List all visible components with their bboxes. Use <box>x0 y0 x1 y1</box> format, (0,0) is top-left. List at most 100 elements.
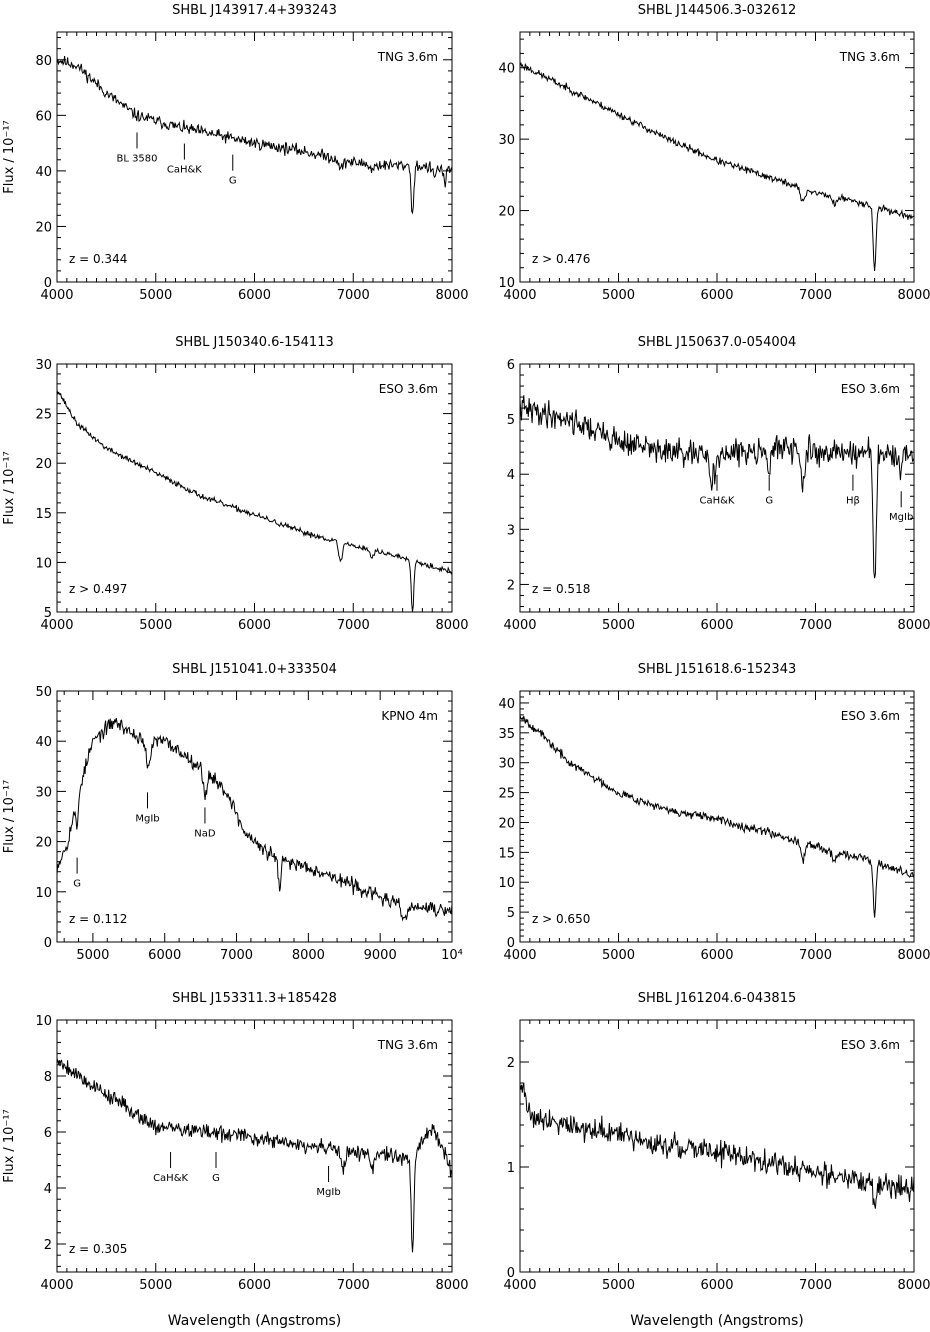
y-tick-label: 0 <box>507 936 515 951</box>
x-tick-label: 8000 <box>292 948 325 963</box>
x-tick-label: 5000 <box>602 618 635 633</box>
y-tick-label: 15 <box>35 507 52 522</box>
telescope-label: ESO 3.6m <box>841 709 900 723</box>
telescope-label: TNG 3.6m <box>377 50 438 64</box>
feature-label: NaD <box>194 828 216 839</box>
y-tick-label: 40 <box>498 62 515 77</box>
y-tick-label: 30 <box>498 133 515 148</box>
spectrum-panel-8: SHBL J161204.6-043815 4000 5000 6000 7000 800… <box>503 991 930 1329</box>
panel-title: SHBL J144506.3-032612 <box>638 3 797 18</box>
spectrum-panel-5: SHBL J151041.0+333504 5000 6000 7000 8000 900… <box>2 662 463 963</box>
x-tick-label: 4000 <box>503 948 536 963</box>
panel-title: SHBL J150637.0-054004 <box>638 335 797 350</box>
y-tick-label: 80 <box>35 54 52 69</box>
y-tick-label: 50 <box>35 685 52 700</box>
y-tick-label: 40 <box>35 165 52 180</box>
x-tick-label: 4000 <box>503 288 536 303</box>
x-tick-label: 5000 <box>76 948 109 963</box>
telescope-label: KPNO 4m <box>381 709 438 723</box>
y-tick-label: 2 <box>507 578 515 593</box>
feature-label: G <box>212 1173 220 1184</box>
spectrum-panel-2: SHBL J144506.3-032612 4000 5000 6000 7000 800… <box>498 3 930 303</box>
redshift-label: z = 0.305 <box>69 1242 127 1256</box>
panel-title: SHBL J151041.0+333504 <box>172 662 337 677</box>
y-tick-label: 10 <box>498 876 515 891</box>
y-tick-label: 10 <box>35 1014 52 1029</box>
feature-label: CaH&K <box>153 1173 188 1184</box>
panel-title: SHBL J161204.6-043815 <box>638 991 797 1006</box>
redshift-label: z > 0.650 <box>532 912 590 926</box>
telescope-label: TNG 3.6m <box>839 50 900 64</box>
feature-label: G <box>765 496 773 507</box>
y-tick-label: 30 <box>35 358 52 373</box>
y-tick-label: 10 <box>35 886 52 901</box>
y-tick-label: 10 <box>35 556 52 571</box>
spectrum-line <box>56 56 453 215</box>
x-tick-label: 6000 <box>700 618 733 633</box>
y-axis-label: Flux / 10⁻¹⁷ <box>2 1109 17 1183</box>
y-tick-label: 5 <box>507 906 515 921</box>
redshift-label: z > 0.497 <box>69 582 127 596</box>
spectrum-line <box>56 718 453 922</box>
x-tick-label: 4000 <box>40 618 73 633</box>
telescope-label: ESO 3.6m <box>841 382 900 396</box>
feature-label: MgIb <box>135 813 159 824</box>
x-tick-label: 6000 <box>238 618 271 633</box>
y-tick-label: 60 <box>35 109 52 124</box>
y-axis-label: Flux / 10⁻¹⁷ <box>2 780 17 854</box>
x-tick-label: 7000 <box>799 618 832 633</box>
panel-title: SHBL J150340.6-154113 <box>175 335 334 350</box>
x-tick-label: 9000 <box>364 948 397 963</box>
x-tick-label: 4000 <box>40 288 73 303</box>
feature-label: CaH&K <box>700 496 735 507</box>
panel-title: SHBL J143917.4+393243 <box>172 3 337 18</box>
y-tick-label: 10 <box>498 276 515 291</box>
x-tick-label: 6000 <box>700 288 733 303</box>
y-tick-label: 30 <box>498 757 515 772</box>
spectrum-line <box>519 715 915 918</box>
x-tick-label: 5000 <box>602 288 635 303</box>
telescope-label: ESO 3.6m <box>841 1038 900 1052</box>
spectrum-panel-3: SHBL J150340.6-154113 4000 5000 6000 7000 800… <box>2 335 469 633</box>
telescope-label: ESO 3.6m <box>379 382 438 396</box>
spectrum-panel-4: SHBL J150637.0-054004 4000 5000 6000 7000 800… <box>503 335 930 633</box>
y-tick-label: 4 <box>44 1182 52 1197</box>
x-tick-label: 4000 <box>40 1278 73 1293</box>
y-tick-label: 20 <box>35 836 52 851</box>
feature-label: G <box>73 879 81 890</box>
plot-frame <box>519 31 915 283</box>
x-tick-label: 5000 <box>602 948 635 963</box>
feature-label: CaH&K <box>167 165 202 176</box>
spectrum-line <box>519 62 915 272</box>
x-tick-label: 8000 <box>897 618 930 633</box>
panel-title: SHBL J153311.3+185428 <box>172 991 337 1006</box>
redshift-label: z = 0.112 <box>69 912 127 926</box>
spectrum-panel-6: SHBL J151618.6-152343 4000 5000 6000 7000 800… <box>498 662 930 963</box>
feature-label: G <box>229 176 237 187</box>
x-tick-label: 7000 <box>337 618 370 633</box>
y-tick-label: 20 <box>35 457 52 472</box>
x-tick-label: 8000 <box>435 618 468 633</box>
y-tick-label: 0 <box>507 1266 515 1281</box>
x-tick-label: 7000 <box>799 1278 832 1293</box>
telescope-label: TNG 3.6m <box>377 1038 438 1052</box>
x-tick-label: 7000 <box>337 1278 370 1293</box>
y-tick-label: 1 <box>507 1161 515 1176</box>
y-tick-label: 25 <box>35 408 52 423</box>
x-tick-label: 8000 <box>897 288 930 303</box>
y-tick-label: 20 <box>498 816 515 831</box>
x-tick-label: 4000 <box>503 1278 536 1293</box>
y-tick-label: 3 <box>507 523 515 538</box>
x-tick-label: 7000 <box>337 288 370 303</box>
y-tick-label: 5 <box>44 606 52 621</box>
y-tick-label: 6 <box>44 1126 52 1141</box>
x-tick-label: 5000 <box>139 618 172 633</box>
feature-label: BL 3580 <box>116 153 157 164</box>
redshift-label: z = 0.518 <box>532 582 590 596</box>
spectrum-line <box>56 389 453 612</box>
redshift-label: z = 0.344 <box>69 252 127 266</box>
x-tick-label: 8000 <box>435 288 468 303</box>
x-tick-label: 6000 <box>700 1278 733 1293</box>
